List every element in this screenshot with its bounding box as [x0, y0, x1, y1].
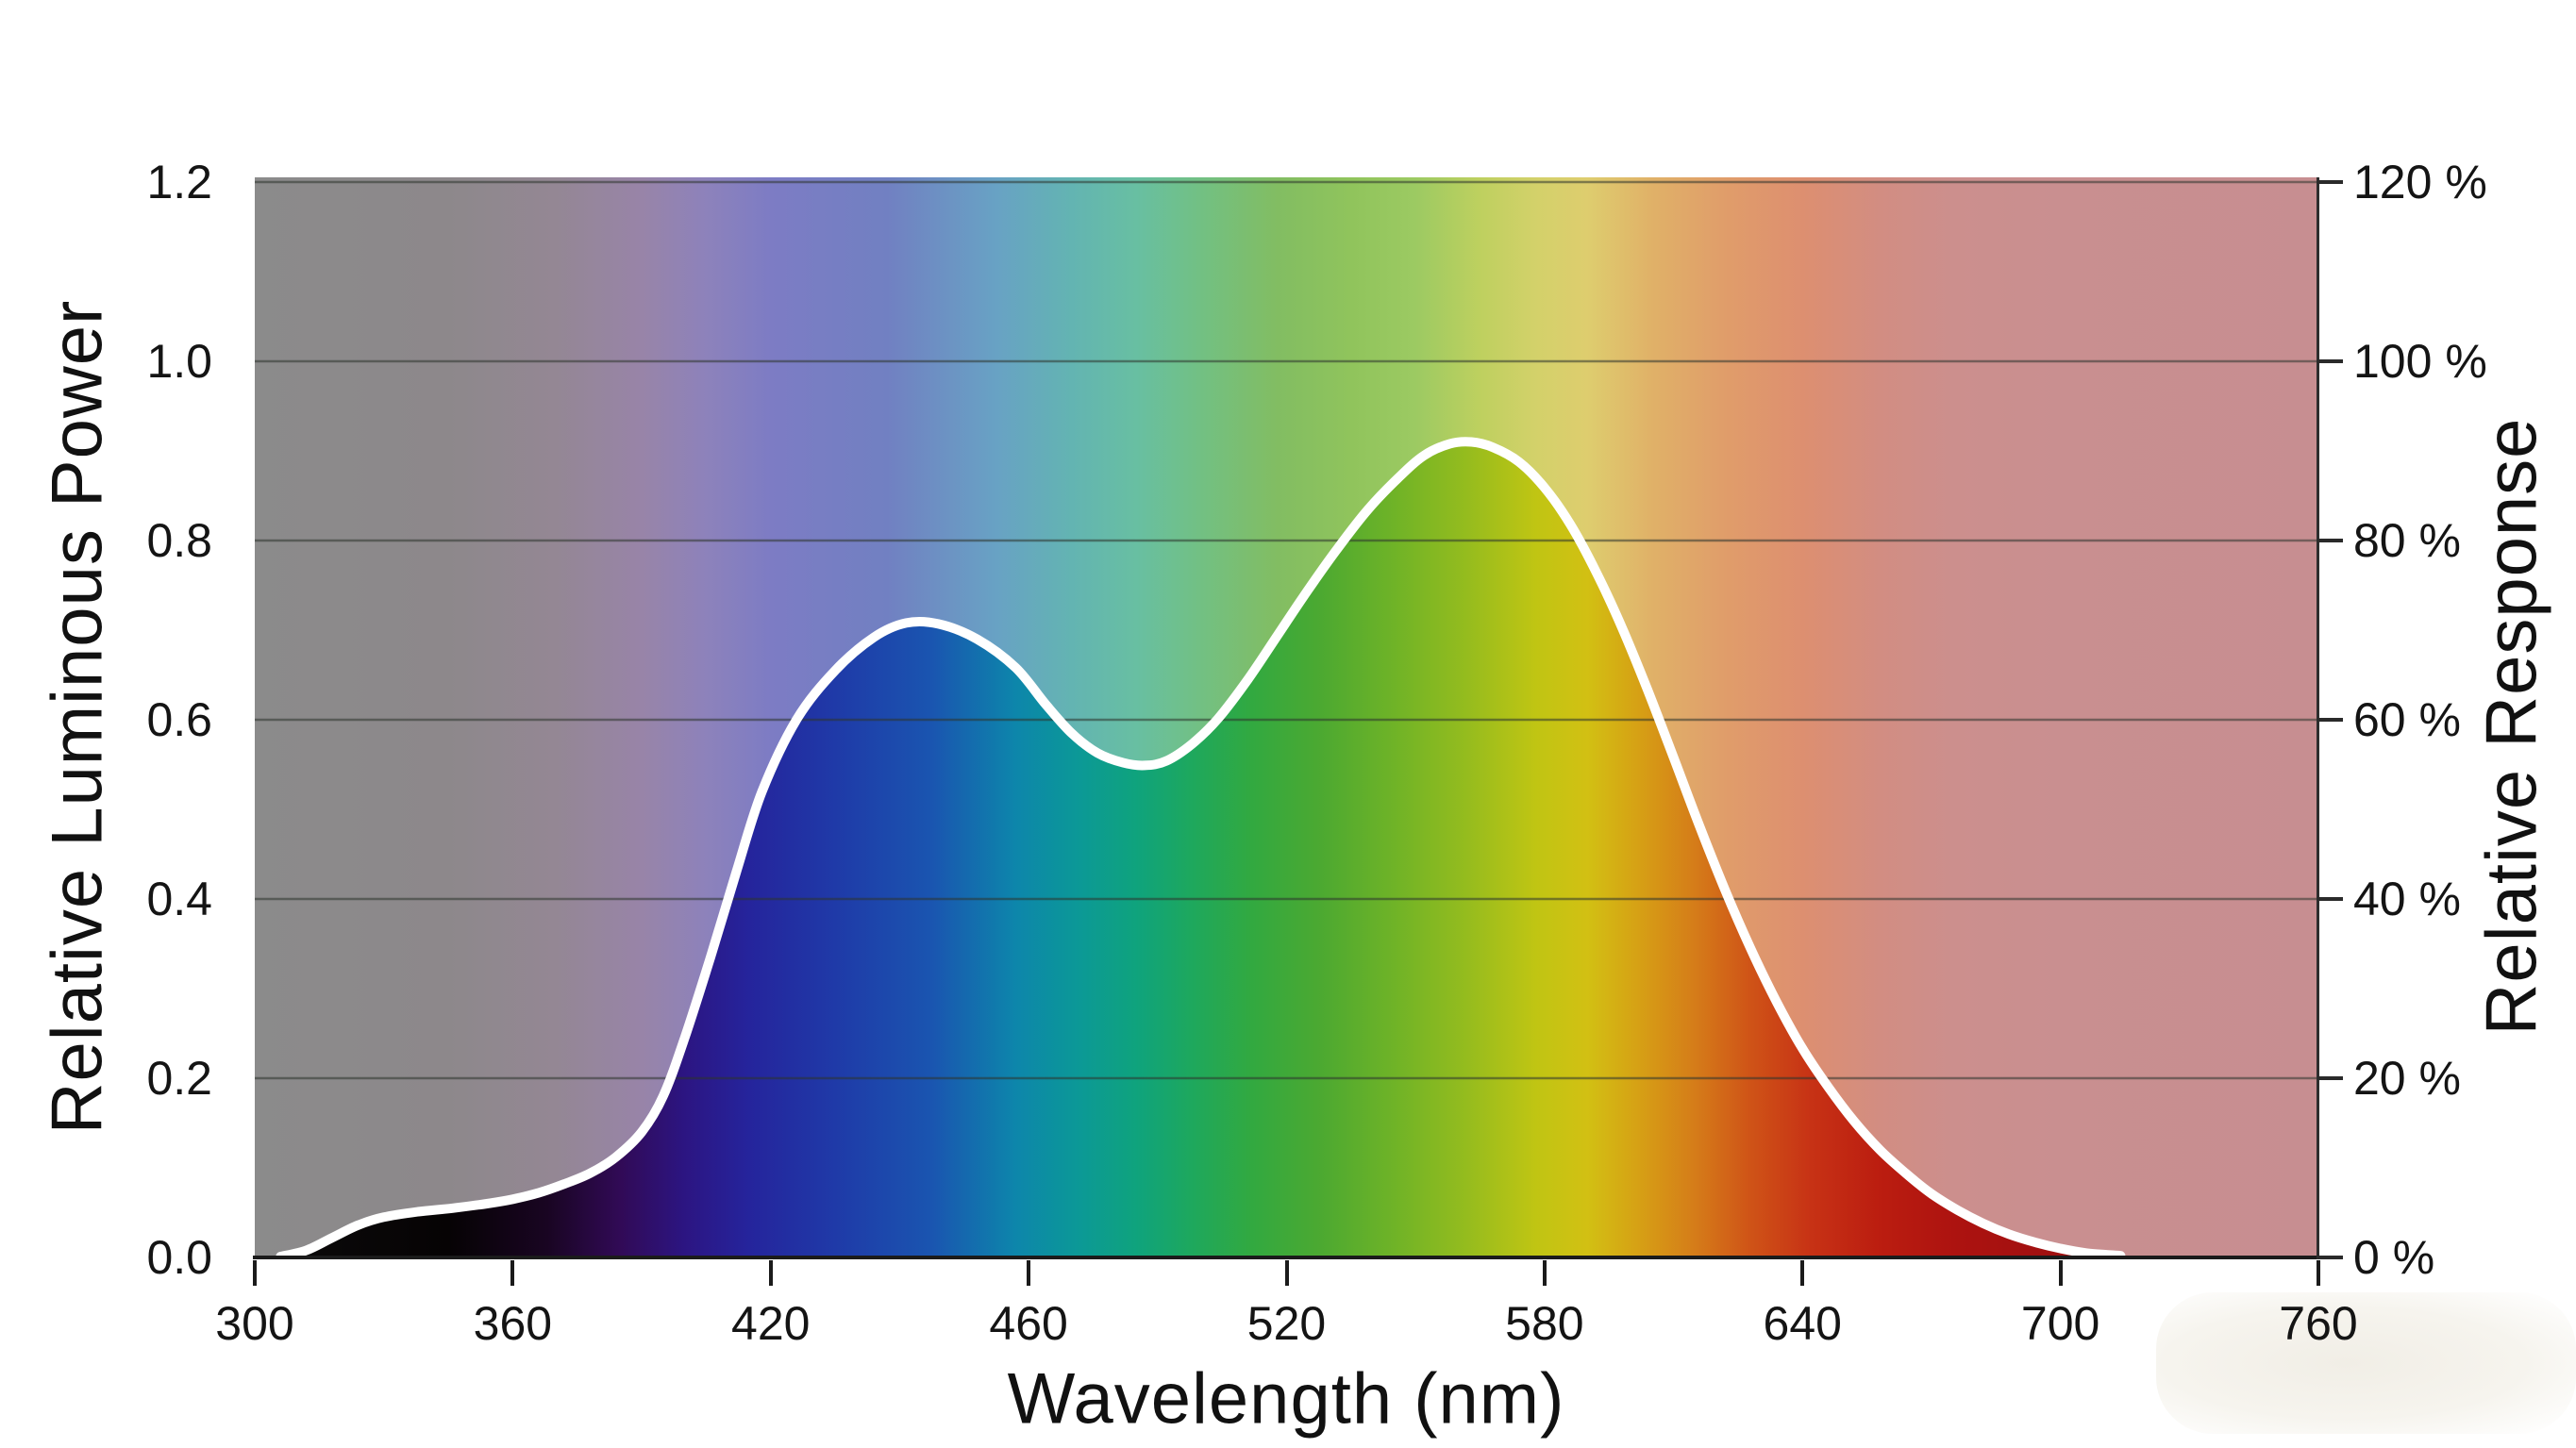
y-right-tick-mark [2317, 897, 2343, 901]
plot-area [255, 177, 2318, 1257]
x-axis-line [253, 1256, 2321, 1259]
y-right-tick-mark [2317, 1256, 2343, 1259]
y-right-tick-mark [2317, 718, 2343, 722]
y-right-tick-mark [2317, 180, 2343, 184]
y-left-tick-label: 0.4 [146, 873, 212, 925]
y-right-tick-mark [2317, 1076, 2343, 1080]
x-tick-mark [2058, 1260, 2063, 1286]
y-right-tick-mark [2317, 359, 2343, 363]
x-tick-label: 360 [473, 1297, 553, 1350]
y-right-tick-label: 80 % [2353, 514, 2461, 567]
y-axis-left-title: Relative Luminous Power [37, 299, 118, 1135]
x-tick-mark [1800, 1260, 1805, 1286]
y-left-tick-label: 0.6 [146, 693, 212, 746]
y-right-tick-label: 120 % [2353, 156, 2487, 208]
x-tick-mark [1542, 1260, 1547, 1286]
x-tick-label: 580 [1505, 1297, 1584, 1350]
y-axis-right-title: Relative Response [2471, 417, 2552, 1036]
x-axis-title: Wavelength (nm) [1007, 1358, 1565, 1440]
y-left-tick-label: 0.8 [146, 514, 212, 567]
x-tick-mark [510, 1260, 515, 1286]
watermark-blob [2156, 1292, 2576, 1434]
y-left-tick-label: 0.0 [146, 1231, 212, 1284]
x-tick-label: 460 [989, 1297, 1068, 1350]
y-left-tick-label: 1.2 [146, 156, 212, 208]
x-tick-label: 760 [2279, 1297, 2358, 1350]
x-tick-mark [253, 1260, 257, 1286]
x-tick-label: 520 [1246, 1297, 1327, 1350]
y-left-tick-label: 0.2 [146, 1052, 212, 1105]
y-right-tick-label: 0 % [2353, 1231, 2435, 1284]
x-tick-label: 420 [731, 1297, 811, 1350]
x-tick-mark [1284, 1260, 1289, 1286]
y-right-tick-label: 100 % [2353, 335, 2487, 388]
x-tick-label: 640 [1763, 1297, 1842, 1350]
y-right-tick-label: 60 % [2353, 693, 2461, 746]
x-tick-mark [1027, 1260, 1031, 1286]
y-right-tick-label: 40 % [2353, 873, 2461, 925]
x-tick-mark [2317, 1260, 2320, 1286]
x-tick-label: 700 [2020, 1297, 2100, 1350]
y-right-tick-label: 20 % [2353, 1052, 2461, 1105]
luminous-power-curve [276, 437, 2126, 1257]
x-tick-mark [768, 1260, 773, 1286]
y-right-tick-mark [2317, 539, 2343, 542]
y-left-tick-label: 1.0 [146, 335, 212, 388]
x-tick-label: 300 [215, 1297, 294, 1350]
